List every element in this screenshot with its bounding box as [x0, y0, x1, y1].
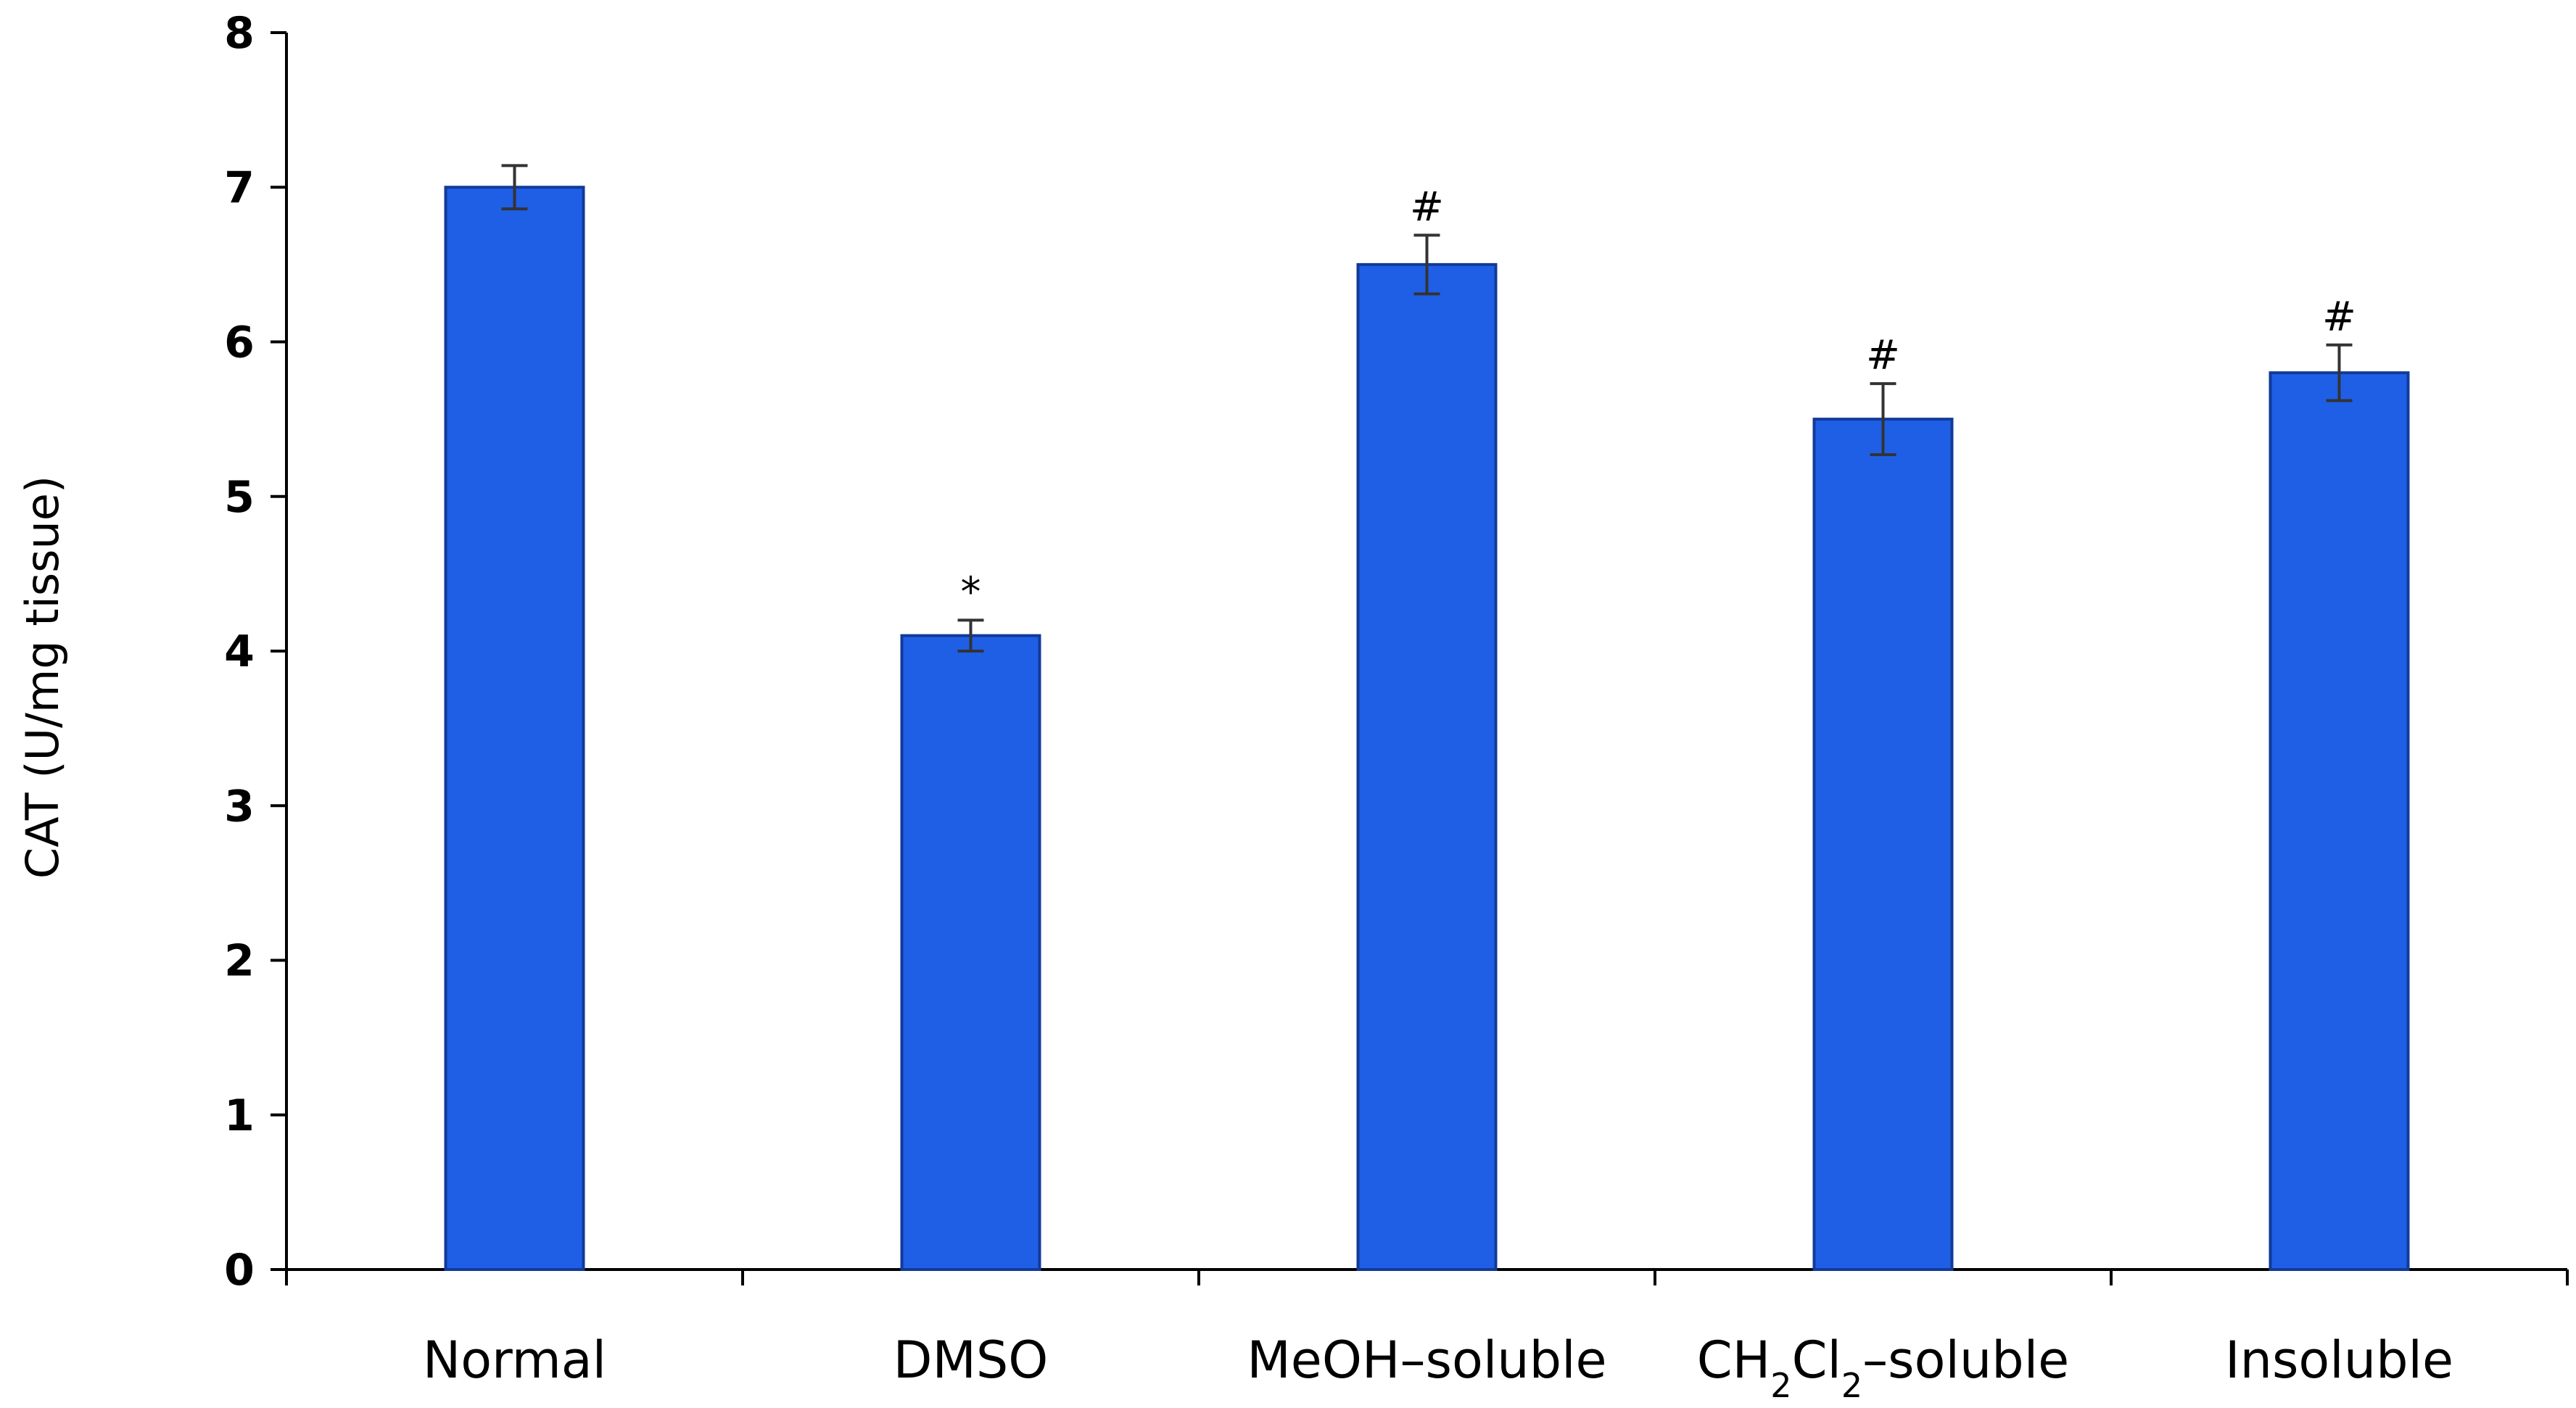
y-tick-label: 2: [224, 936, 255, 987]
bar-dmso: [900, 634, 1041, 1271]
x-tick-label: DMSO: [893, 1330, 1049, 1390]
y-tick-label: 1: [224, 1090, 255, 1141]
y-tick-label: 8: [224, 8, 255, 59]
x-tick-label: MeOH–soluble: [1247, 1330, 1606, 1390]
y-tick-label: 4: [224, 626, 255, 677]
significance-marker: #: [1410, 183, 1444, 231]
y-axis: 0 1 2 3 4 5 6 7 8: [224, 8, 288, 1296]
x-axis: [285, 1268, 2569, 1285]
bar-meoh-soluble: [1356, 262, 1498, 1271]
x-tick-labels: Normal DMSO MeOH–soluble CH2Cl2–soluble Inso…: [423, 1330, 2453, 1405]
y-tick-label: 5: [224, 472, 255, 523]
y-tick-label: 0: [224, 1245, 255, 1296]
significance-marker: #: [1866, 332, 1900, 379]
x-tick-label: CH2Cl2–soluble: [1697, 1330, 2069, 1405]
bars: [444, 186, 2410, 1271]
significance-marker: #: [2322, 294, 2356, 341]
error-bars: [501, 164, 2353, 653]
bar-insoluble: [2269, 371, 2410, 1271]
y-tick-label: 3: [224, 781, 255, 832]
significance-markers: * # # #: [961, 183, 2356, 616]
y-tick-label: 7: [224, 162, 255, 213]
y-axis-label: CAT (U/mg tissue): [16, 476, 69, 879]
significance-marker: *: [961, 568, 981, 616]
x-tick-label: Normal: [423, 1330, 606, 1390]
y-tick-label: 6: [224, 318, 255, 368]
x-tick-label: Insoluble: [2225, 1330, 2453, 1390]
bar-normal: [444, 186, 585, 1271]
bar-ch2cl2-soluble: [1812, 418, 1954, 1271]
